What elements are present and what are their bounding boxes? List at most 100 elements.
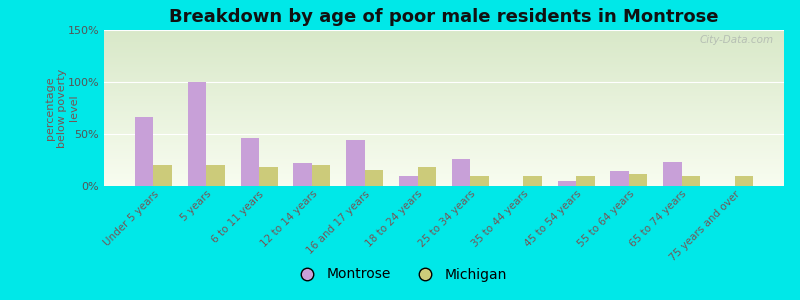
Bar (104, 55, 784, 56)
Bar (104, 129, 784, 130)
Bar (104, 185, 784, 186)
Bar (104, 36, 784, 37)
Bar (104, 115, 784, 116)
Bar (399, 176, 418, 186)
Bar (576, 176, 594, 186)
Bar (104, 72, 784, 73)
Bar (104, 75, 784, 76)
Bar (104, 37, 784, 38)
Bar (104, 44, 784, 45)
Bar (104, 116, 784, 117)
Bar (104, 90, 784, 91)
Bar (104, 86, 784, 87)
Bar (104, 74, 784, 75)
Bar (104, 176, 784, 177)
Bar (104, 150, 784, 151)
Bar (104, 175, 784, 176)
Bar (104, 135, 784, 136)
Bar (104, 112, 784, 113)
Bar (104, 133, 784, 134)
Bar (104, 136, 784, 137)
Bar (610, 171, 629, 186)
Bar (104, 131, 784, 132)
Bar (104, 154, 784, 155)
Bar (104, 121, 784, 122)
Bar (104, 93, 784, 94)
Bar (104, 96, 784, 97)
Bar (259, 167, 278, 186)
Bar (104, 89, 784, 90)
Bar (104, 38, 784, 39)
Bar (104, 143, 784, 144)
Bar (104, 97, 784, 98)
Bar (104, 98, 784, 99)
Bar (104, 95, 784, 96)
Bar (104, 155, 784, 156)
Bar (104, 179, 784, 180)
Bar (104, 43, 784, 44)
Bar (104, 122, 784, 123)
Bar (104, 168, 784, 169)
Bar (104, 144, 784, 145)
Bar (104, 170, 784, 171)
Bar (104, 79, 784, 80)
Bar (104, 71, 784, 72)
Bar (104, 101, 784, 102)
Text: City-Data.com: City-Data.com (700, 35, 774, 45)
Bar (104, 160, 784, 161)
Bar (104, 156, 784, 157)
Bar (104, 77, 784, 78)
Bar (104, 73, 784, 74)
Bar (104, 67, 784, 68)
Bar (104, 123, 784, 124)
Bar (104, 80, 784, 81)
Title: Breakdown by age of poor male residents in Montrose: Breakdown by age of poor male residents … (170, 8, 718, 26)
Bar (104, 33, 784, 34)
Bar (734, 176, 753, 186)
Bar (104, 182, 784, 183)
Bar (104, 184, 784, 185)
Bar (104, 118, 784, 119)
Bar (104, 167, 784, 168)
Bar (523, 176, 542, 186)
Bar (104, 87, 784, 88)
Bar (104, 85, 784, 86)
Bar (104, 159, 784, 160)
Bar (104, 102, 784, 103)
Bar (104, 142, 784, 143)
Bar (104, 78, 784, 79)
Bar (312, 165, 330, 186)
Bar (104, 174, 784, 175)
Bar (104, 113, 784, 114)
Bar (104, 125, 784, 126)
Bar (104, 30, 784, 31)
Bar (104, 94, 784, 95)
Bar (104, 139, 784, 140)
Bar (104, 62, 784, 63)
Bar (104, 177, 784, 178)
Bar (104, 61, 784, 62)
Bar (104, 68, 784, 69)
Bar (104, 124, 784, 125)
Bar (104, 42, 784, 43)
Bar (104, 163, 784, 164)
Bar (104, 57, 784, 58)
Bar (104, 169, 784, 170)
Bar (104, 60, 784, 61)
Bar (104, 39, 784, 40)
Bar (104, 120, 784, 121)
Bar (104, 127, 784, 128)
Bar (104, 158, 784, 159)
Bar (104, 104, 784, 105)
Bar (104, 85, 784, 86)
Bar (294, 163, 312, 186)
Bar (418, 167, 436, 186)
Bar (104, 46, 784, 47)
Bar (104, 146, 784, 147)
Bar (104, 48, 784, 49)
Bar (104, 148, 784, 149)
Bar (104, 63, 784, 64)
Bar (104, 103, 784, 104)
Bar (365, 170, 383, 186)
Bar (682, 176, 700, 186)
